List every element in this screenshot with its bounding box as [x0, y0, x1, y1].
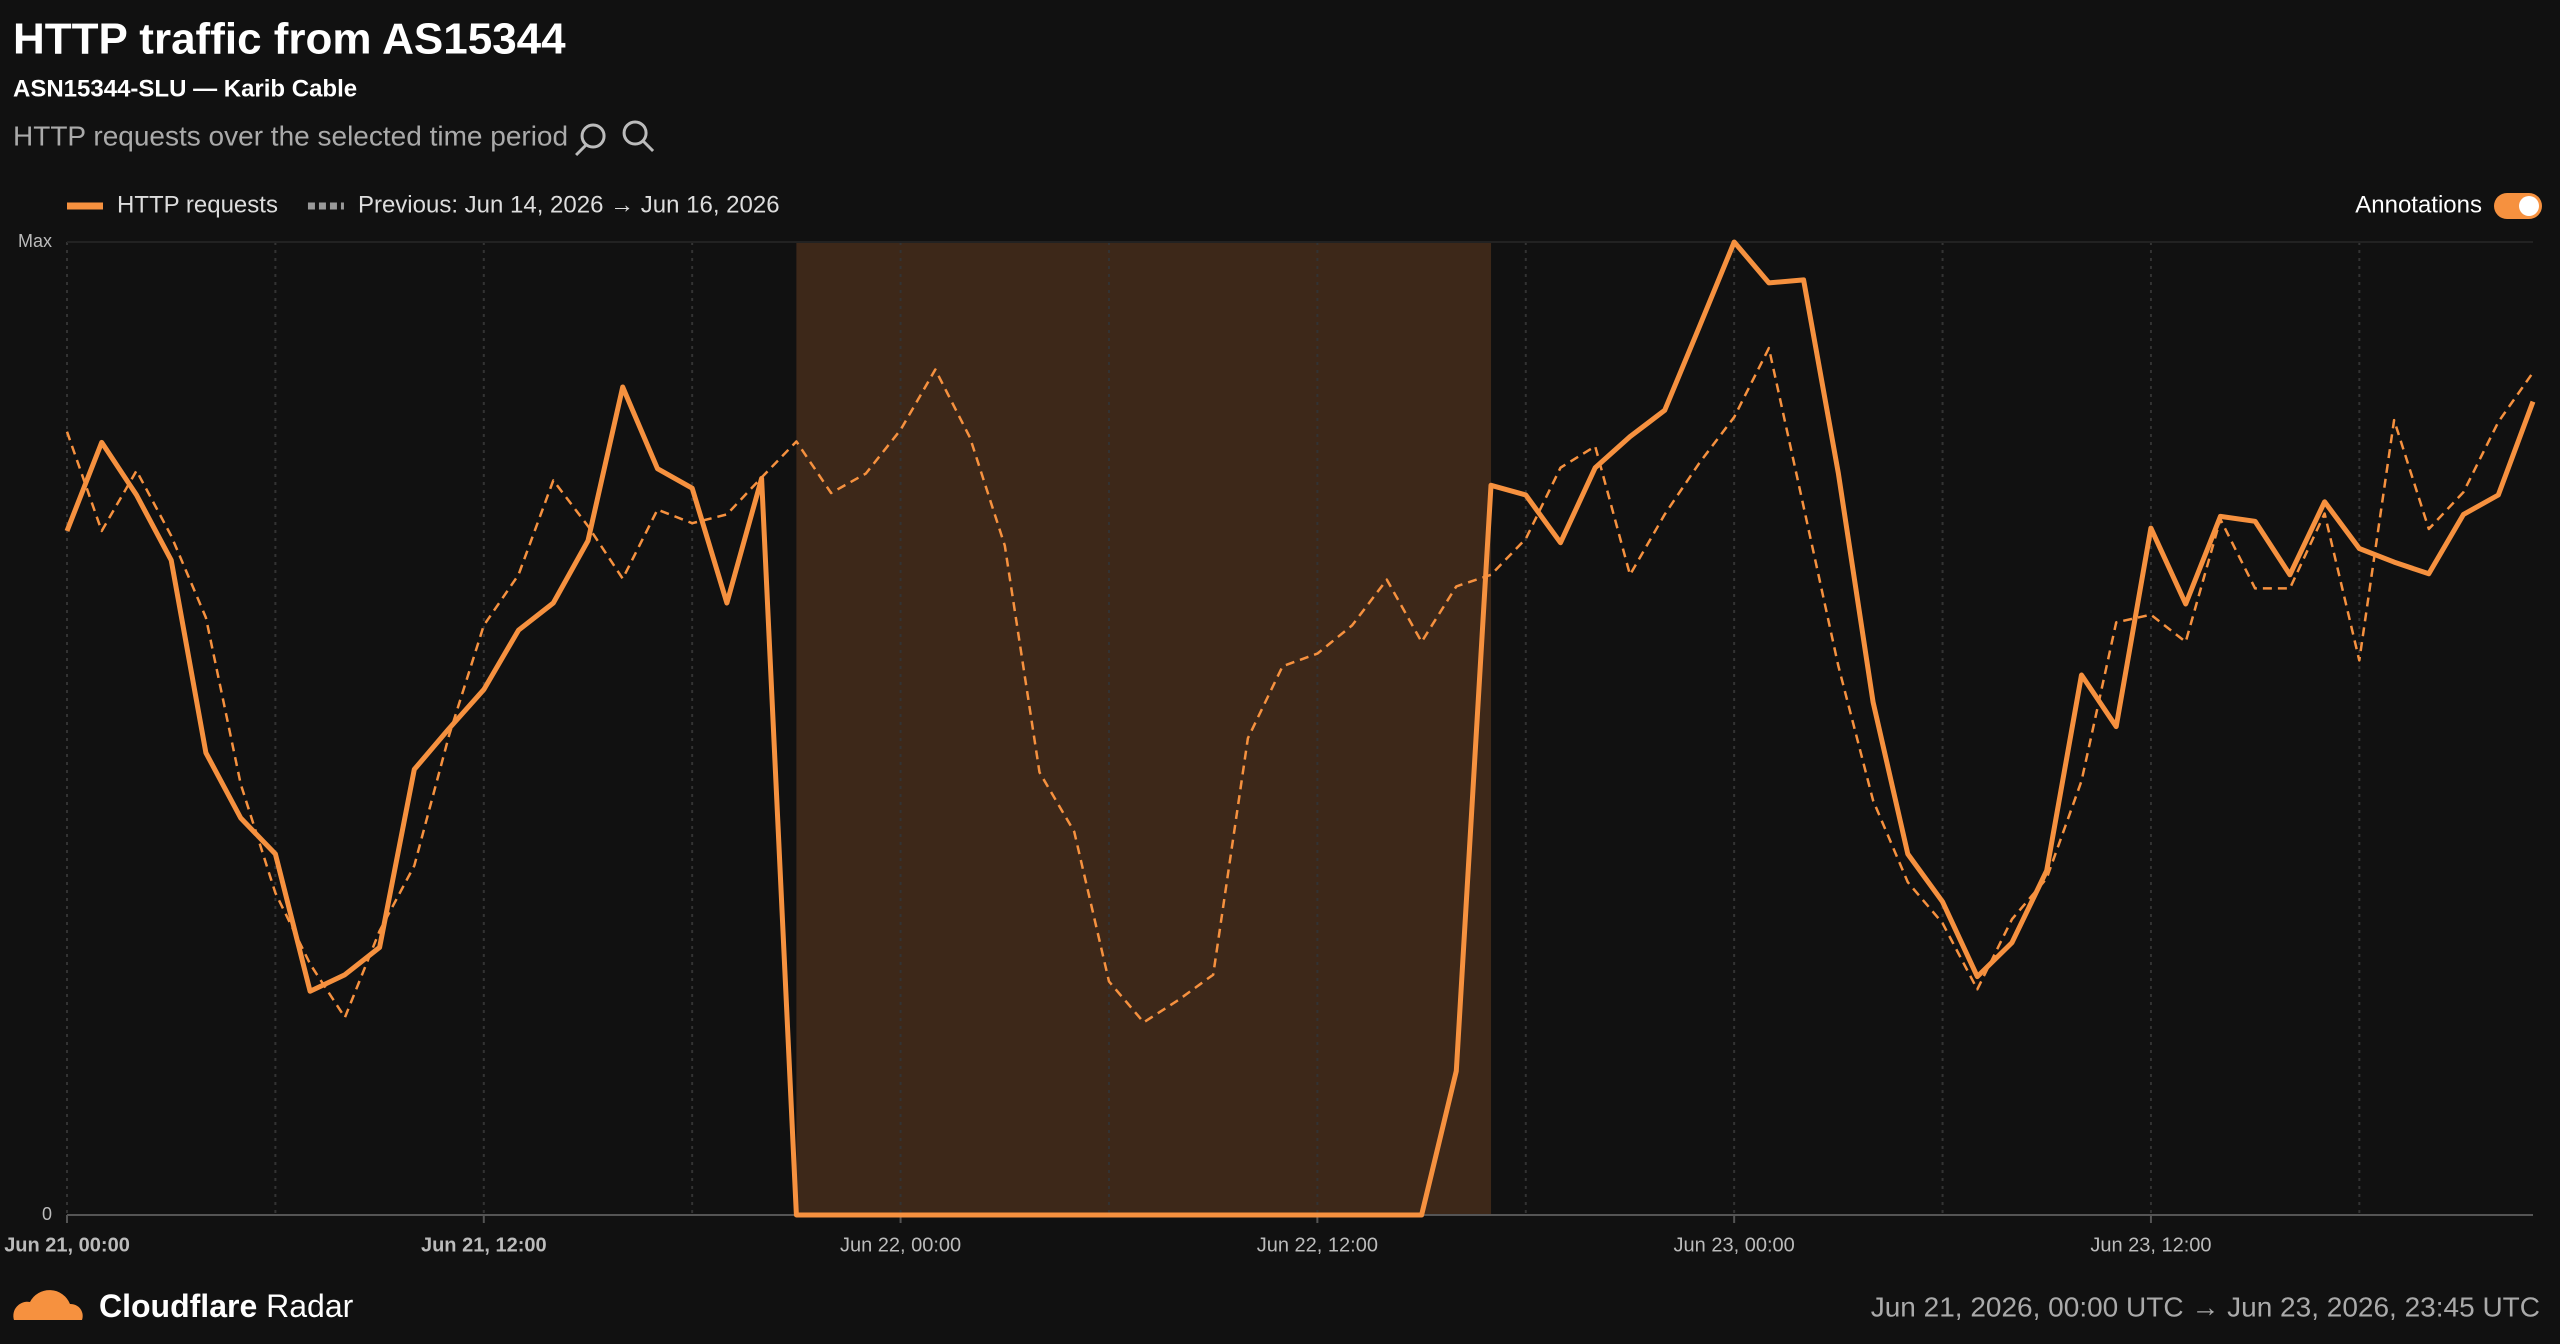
legend-label[interactable]: Previous: Jun 14, 2026 → Jun 16, 2026	[358, 191, 780, 218]
x-tick-label: Jun 21, 12:00	[421, 1234, 547, 1256]
icon	[642, 139, 655, 153]
subtitle: ASN15344-SLU — Karib Cable	[13, 75, 357, 102]
outage-band	[796, 242, 1492, 1215]
x-tick-label: Jun 23, 00:00	[1674, 1234, 1795, 1256]
x-tick-label: Jun 21, 00:00	[4, 1234, 130, 1256]
previous-line	[65, 346, 2535, 1024]
x-tick-label: Jun 22, 00:00	[840, 1234, 961, 1256]
brand-bold: Cloudflare	[99, 1288, 257, 1324]
description: HTTP requests over the selected time per…	[13, 120, 568, 151]
annotations-label: Annotations	[2355, 191, 2482, 218]
x-tick-label: Jun 22, 12:00	[1257, 1234, 1378, 1256]
legend-label[interactable]: HTTP requests	[117, 191, 278, 218]
icon	[622, 120, 648, 146]
date-range: Jun 21, 2026, 00:00 UTC → Jun 23, 2026, …	[1871, 1291, 2540, 1322]
x-tick-label: Jun 23, 12:00	[2090, 1234, 2211, 1256]
logo-cloud	[13, 1290, 83, 1320]
brand: Cloudflare Radar	[99, 1288, 354, 1324]
logo	[13, 1290, 83, 1320]
series-line	[64, 239, 2536, 1218]
description-icons	[575, 120, 655, 157]
y-tick-label: 0	[42, 1204, 52, 1224]
toggle-knob[interactable]	[2519, 196, 2539, 216]
brand-name: Radar	[266, 1288, 354, 1324]
plot: Jun 21, 00:00 Jun 21, 12:00 Jun 22, 00:00 J…	[4, 191, 2536, 1256]
y-tick-label: Max	[18, 231, 52, 251]
title: HTTP traffic from AS15344	[13, 15, 566, 64]
icon	[580, 123, 606, 149]
icon	[575, 143, 588, 157]
